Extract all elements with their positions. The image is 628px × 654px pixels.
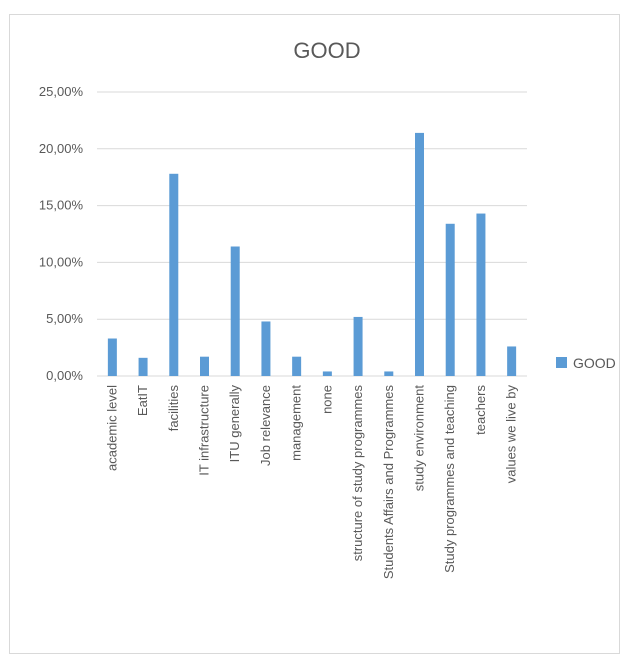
bar bbox=[230, 246, 240, 376]
bar bbox=[415, 132, 424, 376]
x-tick-label: teachers bbox=[473, 385, 488, 435]
bar bbox=[261, 321, 271, 376]
x-tick-label: management bbox=[289, 385, 304, 461]
x-tick-label: study environment bbox=[412, 385, 427, 492]
legend-swatch bbox=[556, 357, 567, 368]
x-tick-label: ITU generally bbox=[227, 385, 242, 463]
bar bbox=[322, 371, 332, 376]
y-axis: 0,00% 5,00% 10,00% 15,00% 20,00% 25,00% bbox=[39, 84, 84, 383]
x-tick-label: Study programmes and teaching bbox=[442, 385, 457, 573]
legend-label: GOOD bbox=[573, 355, 616, 371]
bar bbox=[384, 371, 394, 376]
bar bbox=[353, 316, 363, 376]
x-axis: academic level EatIT facilities IT infrastr… bbox=[104, 385, 518, 580]
grid-lines bbox=[97, 91, 527, 377]
x-tick-label: structure of study programmes bbox=[350, 385, 365, 562]
bar bbox=[200, 356, 209, 376]
y-tick-label: 5,00% bbox=[46, 311, 83, 326]
x-tick-label: Students Affairs and Programmes bbox=[381, 385, 396, 580]
x-tick-label: none bbox=[319, 385, 334, 414]
y-tick-label: 10,00% bbox=[39, 254, 84, 269]
legend: GOOD bbox=[556, 355, 616, 371]
x-tick-label: facilities bbox=[166, 385, 181, 432]
y-tick-label: 25,00% bbox=[39, 84, 84, 99]
bars bbox=[107, 132, 517, 376]
x-tick-label: academic level bbox=[104, 385, 119, 471]
y-tick-label: 0,00% bbox=[46, 368, 83, 383]
bar bbox=[138, 357, 148, 376]
x-tick-label: values we live by bbox=[504, 385, 519, 484]
x-tick-label: IT infrastructure bbox=[197, 385, 212, 476]
y-tick-label: 15,00% bbox=[39, 198, 84, 213]
bar bbox=[107, 338, 117, 376]
y-tick-label: 20,00% bbox=[39, 141, 84, 156]
bar bbox=[169, 173, 179, 376]
x-tick-label: EatIT bbox=[135, 385, 150, 416]
x-tick-label: Job relevance bbox=[258, 385, 273, 466]
bar bbox=[445, 223, 455, 376]
bar bbox=[476, 213, 486, 376]
bar bbox=[292, 356, 302, 376]
chart-area bbox=[9, 14, 620, 654]
chart-title: GOOD bbox=[293, 38, 360, 63]
bar bbox=[507, 346, 517, 376]
